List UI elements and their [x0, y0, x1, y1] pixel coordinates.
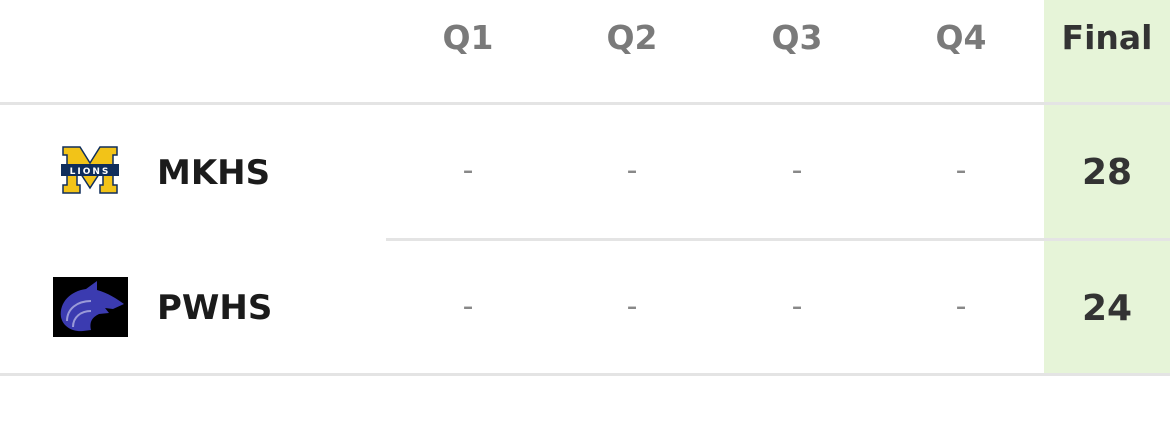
score-q2: -	[626, 153, 638, 188]
divider	[0, 102, 1170, 105]
team-name: PWHS	[157, 288, 273, 328]
final-column-highlight	[1044, 0, 1170, 374]
divider	[0, 373, 1170, 376]
header-q4: Q4	[935, 18, 987, 57]
score-final: 28	[1081, 152, 1133, 193]
divider	[386, 238, 1170, 241]
wolf-logo-icon	[53, 277, 128, 337]
score-q3: -	[791, 289, 803, 324]
score-q3: -	[791, 153, 803, 188]
score-q4: -	[955, 153, 967, 188]
score-q2: -	[626, 289, 638, 324]
score-q1: -	[462, 289, 474, 324]
score-q1: -	[462, 153, 474, 188]
team-name: MKHS	[157, 153, 271, 193]
header-final: Final	[1061, 18, 1153, 57]
header-q3: Q3	[771, 18, 823, 57]
header-q1: Q1	[442, 18, 494, 57]
lions-m-logo-icon: LIONS	[61, 146, 119, 194]
header-q2: Q2	[606, 18, 658, 57]
score-q4: -	[955, 289, 967, 324]
svg-text:LIONS: LIONS	[70, 167, 111, 177]
score-final: 24	[1081, 288, 1133, 329]
